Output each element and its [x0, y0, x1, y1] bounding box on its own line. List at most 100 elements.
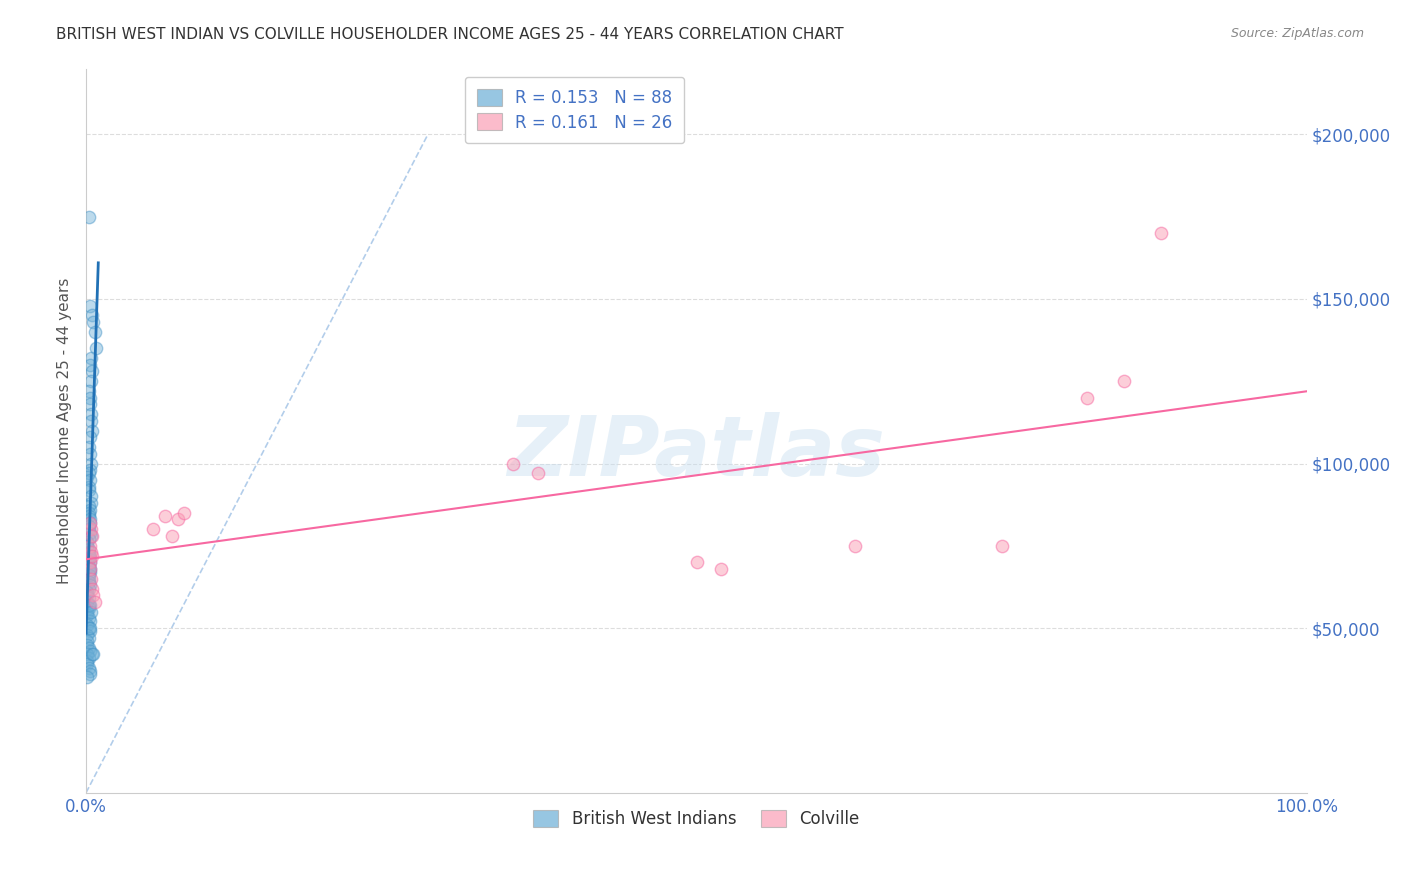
Point	[80, 374, 103, 388]
Point	[155, 509, 177, 524]
Point	[76, 670, 98, 684]
Point	[79, 565, 101, 579]
Point	[79, 463, 101, 477]
Point	[76, 539, 98, 553]
Point	[77, 552, 100, 566]
Point	[79, 615, 101, 629]
Point	[82, 424, 104, 438]
Point	[79, 664, 101, 678]
Point	[77, 509, 100, 524]
Point	[1112, 374, 1135, 388]
Point	[77, 611, 100, 625]
Point	[82, 309, 104, 323]
Point	[77, 522, 100, 536]
Point	[77, 440, 100, 454]
Point	[79, 644, 101, 658]
Point	[79, 298, 101, 312]
Point	[76, 638, 98, 652]
Point	[76, 634, 98, 648]
Point	[77, 483, 100, 497]
Point	[79, 555, 101, 569]
Text: Source: ZipAtlas.com: Source: ZipAtlas.com	[1230, 27, 1364, 40]
Point	[79, 598, 101, 612]
Y-axis label: Householder Income Ages 25 - 44 years: Householder Income Ages 25 - 44 years	[58, 277, 72, 583]
Point	[80, 407, 103, 421]
Point	[79, 447, 101, 461]
Point	[82, 588, 104, 602]
Point	[79, 562, 101, 576]
Point	[77, 384, 100, 398]
Point	[83, 595, 105, 609]
Point	[79, 624, 101, 639]
Point	[77, 545, 100, 559]
Point	[79, 391, 101, 405]
Point	[1076, 391, 1098, 405]
Point	[76, 605, 98, 619]
Point	[79, 667, 101, 681]
Point	[77, 640, 100, 655]
Point	[79, 430, 101, 444]
Point	[77, 621, 100, 635]
Point	[77, 574, 100, 589]
Point	[142, 522, 165, 536]
Point	[79, 549, 101, 563]
Point	[76, 469, 98, 483]
Point	[79, 512, 101, 526]
Point	[77, 479, 100, 493]
Point	[76, 595, 98, 609]
Point	[80, 529, 103, 543]
Point	[710, 562, 733, 576]
Point	[77, 532, 100, 546]
Point	[79, 578, 101, 592]
Point	[77, 506, 100, 520]
Point	[502, 457, 524, 471]
Point	[77, 568, 100, 582]
Point	[82, 529, 104, 543]
Point	[76, 607, 98, 622]
Point	[79, 502, 101, 516]
Point	[76, 617, 98, 632]
Point	[82, 582, 104, 596]
Point	[80, 457, 103, 471]
Point	[160, 529, 183, 543]
Point	[685, 555, 707, 569]
Text: BRITISH WEST INDIAN VS COLVILLE HOUSEHOLDER INCOME AGES 25 - 44 YEARS CORRELATIO: BRITISH WEST INDIAN VS COLVILLE HOUSEHOL…	[56, 27, 844, 42]
Text: ZIPatlas: ZIPatlas	[508, 412, 886, 492]
Point	[79, 539, 101, 553]
Point	[83, 325, 105, 339]
Point	[76, 628, 98, 642]
Point	[77, 467, 100, 481]
Point	[80, 414, 103, 428]
Point	[527, 467, 550, 481]
Point	[79, 621, 101, 635]
Point	[80, 572, 103, 586]
Point	[77, 591, 100, 606]
Point	[844, 539, 866, 553]
Point	[77, 572, 100, 586]
Point	[77, 631, 100, 645]
Point	[76, 654, 98, 668]
Point	[76, 657, 98, 672]
Point	[77, 582, 100, 596]
Point	[77, 558, 100, 573]
Point	[1149, 226, 1171, 240]
Point	[77, 660, 100, 674]
Point	[77, 601, 100, 615]
Point	[991, 539, 1014, 553]
Point	[79, 525, 101, 540]
Point	[173, 506, 195, 520]
Point	[77, 650, 100, 665]
Point	[82, 364, 104, 378]
Point	[80, 545, 103, 559]
Legend: British West Indians, Colville: British West Indians, Colville	[527, 804, 866, 835]
Point	[80, 522, 103, 536]
Point	[84, 341, 107, 355]
Point	[77, 598, 100, 612]
Point	[77, 562, 100, 576]
Point	[82, 648, 104, 662]
Point	[82, 315, 104, 329]
Point	[76, 588, 98, 602]
Point	[80, 351, 103, 366]
Point	[76, 648, 98, 662]
Point	[80, 490, 103, 504]
